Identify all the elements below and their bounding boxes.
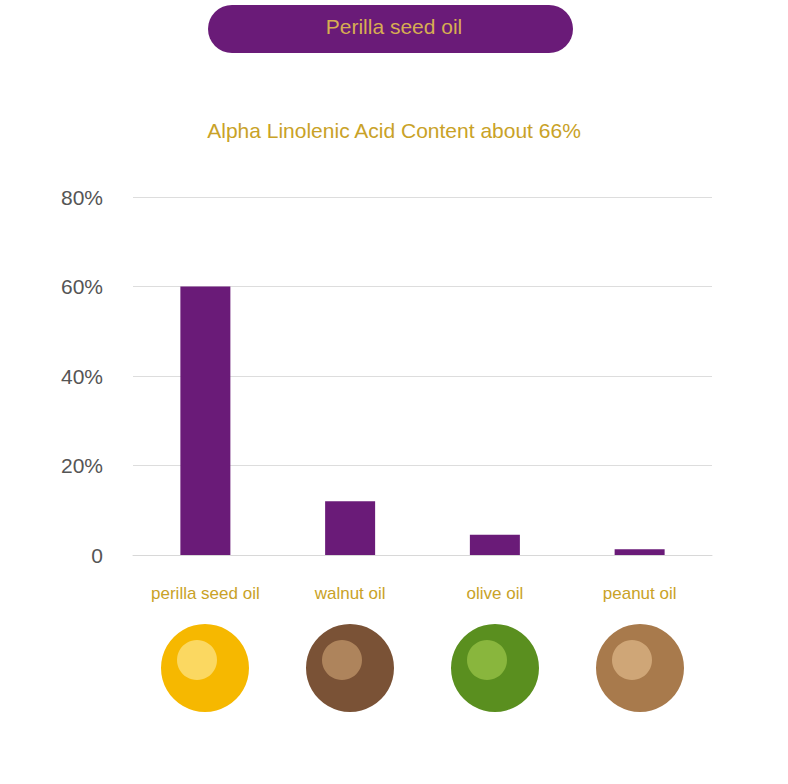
svg-text:Alpha Linolenic Acid Content a: Alpha Linolenic Acid Content about 66% xyxy=(207,119,581,142)
svg-text:Perilla seed oil: Perilla seed oil xyxy=(326,15,463,38)
svg-text:20%: 20% xyxy=(61,454,103,477)
svg-text:40%: 40% xyxy=(61,365,103,388)
svg-text:walnut oil: walnut oil xyxy=(314,584,386,603)
svg-text:60%: 60% xyxy=(61,275,103,298)
svg-text:peanut oil: peanut oil xyxy=(603,584,677,603)
svg-text:80%: 80% xyxy=(61,186,103,209)
svg-text:perilla seed oil: perilla seed oil xyxy=(151,584,260,603)
svg-text:olive oil: olive oil xyxy=(467,584,524,603)
svg-text:0: 0 xyxy=(91,544,103,567)
